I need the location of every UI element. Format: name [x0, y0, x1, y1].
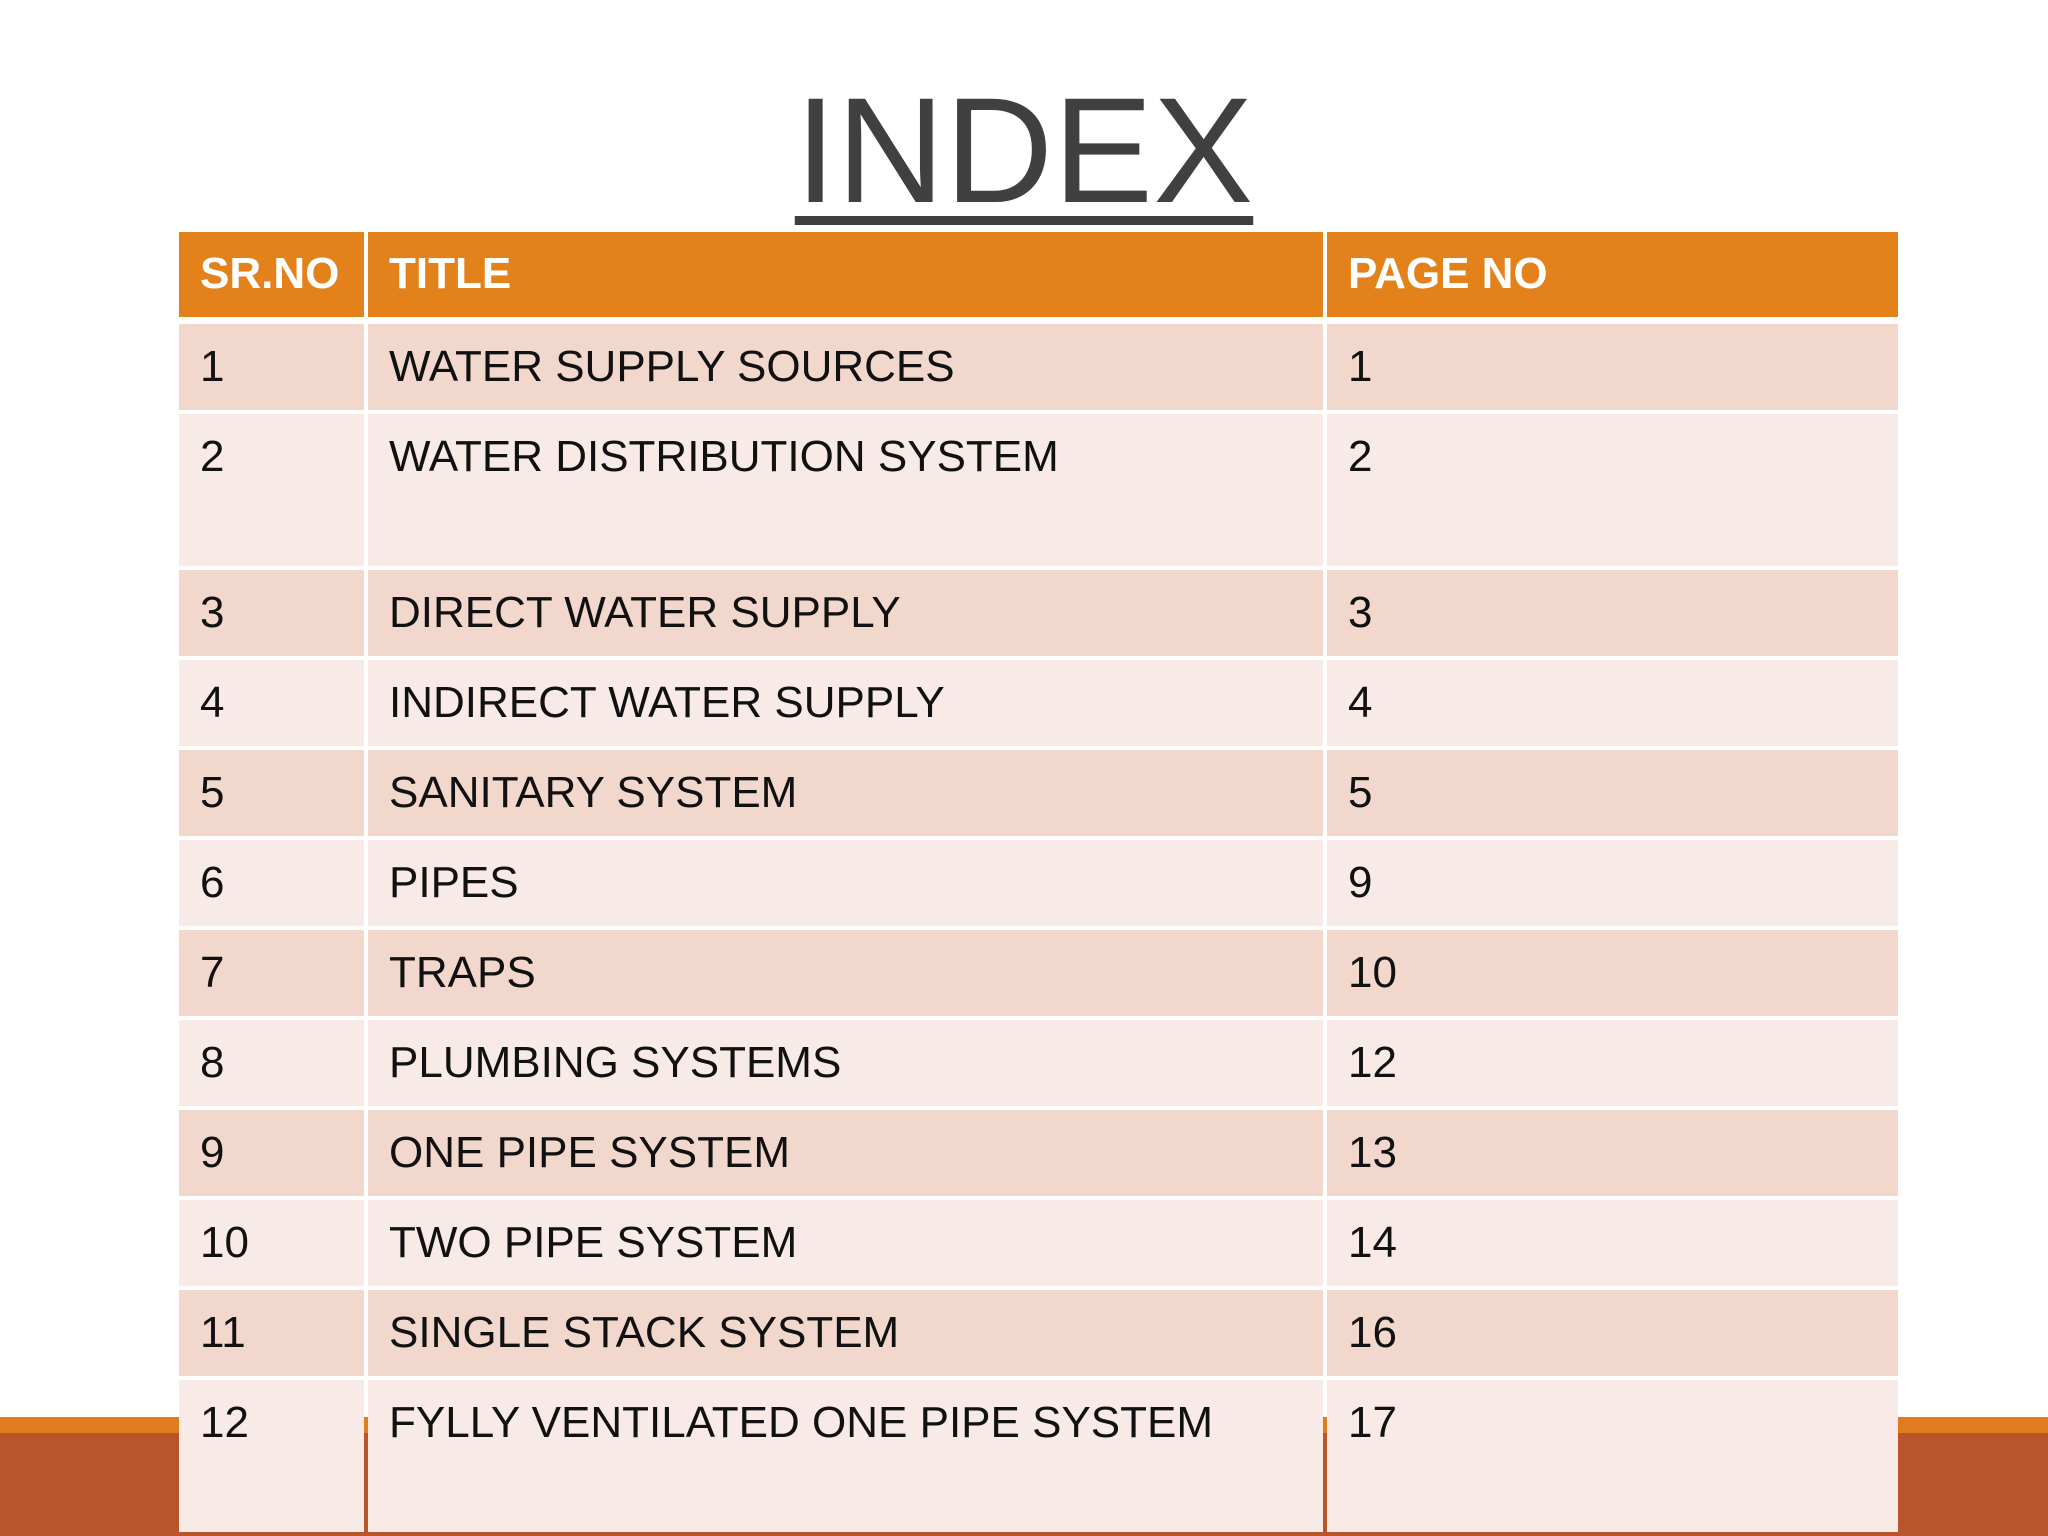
table-cell: DIRECT WATER SUPPLY — [368, 570, 1323, 656]
table-cell: 6 — [179, 840, 364, 926]
table-cell: 4 — [1327, 660, 1898, 746]
slide-title: INDEX — [794, 66, 1254, 234]
table-cell: 7 — [179, 930, 364, 1016]
table-cell: WATER DISTRIBUTION SYSTEM — [368, 414, 1323, 566]
table-cell: FYLLY VENTILATED ONE PIPE SYSTEM — [368, 1380, 1323, 1532]
table-cell: 12 — [1327, 1020, 1898, 1106]
table-cell: 11 — [179, 1290, 364, 1376]
table-cell: 3 — [179, 570, 364, 656]
table-cell: ONE PIPE SYSTEM — [368, 1110, 1323, 1196]
table-cell: 9 — [179, 1110, 364, 1196]
table-cell: 5 — [1327, 750, 1898, 836]
header-cell: PAGE NO — [1327, 232, 1898, 317]
header-cell: TITLE — [368, 232, 1323, 317]
table-cell: 5 — [179, 750, 364, 836]
table-cell: PIPES — [368, 840, 1323, 926]
table-cell: 16 — [1327, 1290, 1898, 1376]
table-cell: 8 — [179, 1020, 364, 1106]
table-cell: 2 — [1327, 414, 1898, 566]
table-cell: INDIRECT WATER SUPPLY — [368, 660, 1323, 746]
table-cell: WATER SUPPLY SOURCES — [368, 324, 1323, 410]
table-cell: 10 — [1327, 930, 1898, 1016]
table-cell: 10 — [179, 1200, 364, 1286]
table-cell: TRAPS — [368, 930, 1323, 1016]
table-cell: TWO PIPE SYSTEM — [368, 1200, 1323, 1286]
table-cell: 4 — [179, 660, 364, 746]
table-cell: SINGLE STACK SYSTEM — [368, 1290, 1323, 1376]
table-cell: 1 — [179, 324, 364, 410]
table-cell: SANITARY SYSTEM — [368, 750, 1323, 836]
table-cell: 14 — [1327, 1200, 1898, 1286]
table-cell: 3 — [1327, 570, 1898, 656]
table-cell: 13 — [1327, 1110, 1898, 1196]
table-cell: PLUMBING SYSTEMS — [368, 1020, 1323, 1106]
title-wrap: INDEX — [0, 70, 2048, 230]
table-cell: 2 — [179, 414, 364, 566]
table-cell: 17 — [1327, 1380, 1898, 1532]
table-cell: 1 — [1327, 324, 1898, 410]
header-cell: SR.NO — [179, 232, 364, 317]
table-cell: 12 — [179, 1380, 364, 1532]
table-cell: 9 — [1327, 840, 1898, 926]
